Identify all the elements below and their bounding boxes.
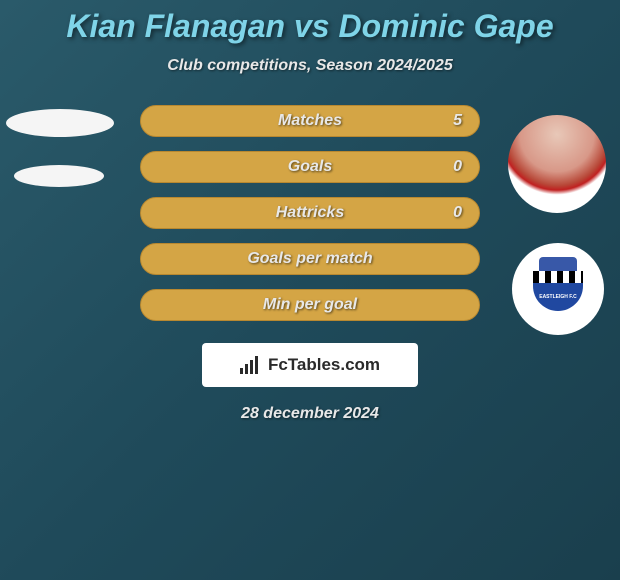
stat-row-min-per-goal: Min per goal	[140, 289, 480, 321]
bar-value: 0	[453, 197, 462, 229]
player-photo-placeholder	[6, 109, 114, 137]
page-title: Kian Flanagan vs Dominic Gape	[0, 0, 620, 45]
crest-part	[539, 257, 577, 271]
subtitle: Club competitions, Season 2024/2025	[0, 57, 620, 75]
brand-box: FcTables.com	[202, 343, 418, 387]
bar-label: Matches	[140, 105, 480, 137]
bar-label: Hattricks	[140, 197, 480, 229]
stat-bars: Matches 5 Goals 0 Hattricks 0 Goals per …	[140, 105, 480, 335]
brand-text: FcTables.com	[268, 355, 380, 375]
player-photo	[508, 115, 606, 213]
stat-row-goals-per-match: Goals per match	[140, 243, 480, 275]
left-player-placeholder	[6, 105, 116, 215]
stat-row-hattricks: Hattricks 0	[140, 197, 480, 229]
bar-label: Min per goal	[140, 289, 480, 321]
crest-part	[533, 271, 583, 283]
right-player-column: EASTLEIGH F.C	[508, 115, 606, 335]
stats-section: Matches 5 Goals 0 Hattricks 0 Goals per …	[0, 105, 620, 335]
bar-label: Goals	[140, 151, 480, 183]
club-crest-circle: EASTLEIGH F.C	[512, 243, 604, 335]
club-logo-placeholder	[14, 165, 104, 187]
club-crest: EASTLEIGH F.C	[528, 257, 588, 321]
crest-part: EASTLEIGH F.C	[533, 283, 583, 311]
stat-row-matches: Matches 5	[140, 105, 480, 137]
bar-value: 0	[453, 151, 462, 183]
stat-row-goals: Goals 0	[140, 151, 480, 183]
chart-bar-icon	[240, 356, 262, 374]
crest-label: EASTLEIGH F.C	[539, 294, 577, 300]
bar-value: 5	[453, 105, 462, 137]
bar-label: Goals per match	[140, 243, 480, 275]
date-text: 28 december 2024	[0, 405, 620, 423]
